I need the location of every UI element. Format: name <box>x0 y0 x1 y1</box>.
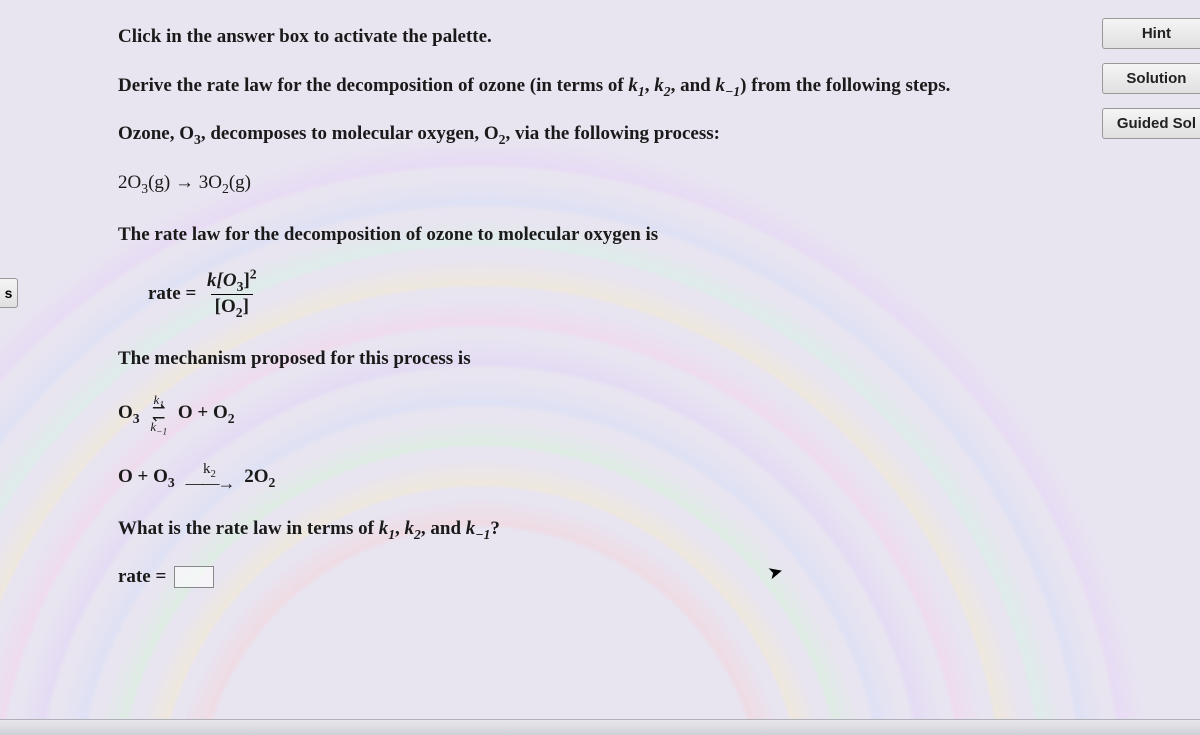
rate-label: rate = <box>148 283 196 304</box>
ozone-description: Ozone, O3, decomposes to molecular oxyge… <box>118 121 1200 148</box>
left-sidebar-tab[interactable]: s <box>0 278 18 308</box>
bottom-scrollbar[interactable] <box>0 719 1200 735</box>
instruction-text: Click in the answer box to activate the … <box>118 24 1200 51</box>
help-sidebar: Hint Solution Guided Sol <box>1102 18 1200 139</box>
mechanism-step-2: O + O3 k2 ——→ 2O2 <box>118 463 1200 492</box>
derive-prompt: Derive the rate law for the decompositio… <box>118 73 1200 100</box>
derive-suffix: ) from the following steps. <box>740 75 950 96</box>
km1-var: k−1 <box>716 75 741 96</box>
problem-content: Click in the answer box to activate the … <box>0 0 1200 591</box>
k1-var: k1 <box>628 75 644 96</box>
rate-law-equation: rate = k[O3]2 [O2] <box>148 271 1200 318</box>
overall-reaction: 2O3(g) → 3O2(g) <box>118 170 1200 197</box>
k2-var: k2 <box>654 75 670 96</box>
hint-button[interactable]: Hint <box>1102 18 1200 49</box>
mechanism-step-1: O3 k1 ⇀↽ k−1 O + O2 <box>118 394 1200 433</box>
derive-text: Derive the rate law for the decompositio… <box>118 75 628 96</box>
answer-row: rate = <box>118 564 1200 591</box>
answer-input[interactable] <box>174 566 214 588</box>
solution-button[interactable]: Solution <box>1102 63 1200 94</box>
question-text: What is the rate law in terms of k1, k2,… <box>118 516 1200 543</box>
guided-solution-button[interactable]: Guided Sol <box>1102 108 1200 139</box>
mechanism-intro: The mechanism proposed for this process … <box>118 346 1200 373</box>
rate-law-intro: The rate law for the decomposition of oz… <box>118 222 1200 249</box>
answer-label: rate = <box>118 564 166 591</box>
